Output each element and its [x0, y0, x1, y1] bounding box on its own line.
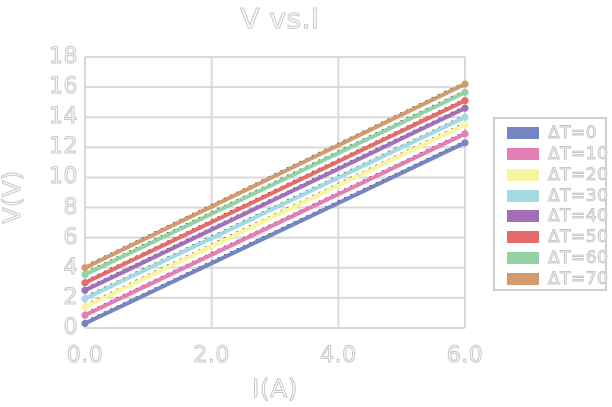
legend-item: ΔT=50	[507, 227, 609, 248]
legend-item: ΔT=40	[507, 206, 609, 227]
legend-swatch	[507, 272, 539, 285]
series-marker-dt70	[461, 80, 469, 88]
legend-item: ΔT=30	[507, 185, 609, 206]
series-line-dt60	[83, 90, 467, 277]
y-tick-label: 4	[63, 254, 78, 280]
legend-swatch	[507, 210, 539, 223]
series-line-dt10	[83, 131, 467, 318]
legend-item: ΔT=0	[507, 123, 605, 144]
y-tick-label: 6	[63, 224, 78, 250]
series-marker-dt0	[461, 139, 469, 147]
legend-item: ΔT=10	[507, 144, 609, 165]
chart-title: V vs.I	[240, 2, 320, 36]
legend-label: ΔT=40	[547, 206, 609, 227]
legend: ΔT=0 ΔT=10 ΔT=20 ΔT=30 ΔT=40 ΔT=50 ΔT=60 ΔT=70	[493, 117, 609, 291]
y-tick-label: 18	[49, 44, 79, 70]
legend-item: ΔT=20	[507, 164, 609, 185]
x-tick-label: 6.0	[446, 343, 484, 369]
x-tick-label: 4.0	[320, 343, 357, 369]
y-tick-label: 0	[63, 315, 78, 341]
series-line-dt30	[83, 115, 467, 301]
series-line-dt0	[83, 140, 467, 326]
x-tick-label: 0.0	[66, 343, 104, 369]
series-marker-dt60	[81, 270, 89, 279]
legend-item: ΔT=70	[507, 268, 609, 289]
series-marker-dt30	[461, 113, 469, 121]
legend-label: ΔT=70	[547, 268, 609, 289]
y-tick-label: 12	[49, 134, 79, 160]
legend-label: ΔT=10	[547, 144, 609, 165]
series-marker-dt40	[461, 104, 469, 112]
series-line-dt70	[83, 82, 467, 270]
series-marker-dt60	[461, 88, 469, 96]
series-marker-dt10	[81, 311, 89, 319]
series-marker-dt20	[81, 303, 89, 311]
y-tick-label: 8	[63, 194, 78, 220]
series-marker-dt10	[461, 130, 469, 138]
y-tick-label: 10	[49, 164, 79, 190]
x-axis-title: I(A)	[252, 374, 298, 404]
legend-swatch	[507, 127, 539, 140]
series-marker-dt30	[81, 295, 89, 303]
legend-swatch	[507, 231, 539, 244]
x-tick-label: 2.0	[193, 343, 230, 369]
legend-label: ΔT=50	[547, 227, 609, 248]
series-line-dt20	[83, 122, 467, 309]
legend-swatch	[507, 148, 539, 161]
legend-swatch	[507, 189, 539, 202]
legend-label: ΔT=60	[547, 247, 609, 268]
series-line-dt40	[83, 106, 467, 293]
legend-item: ΔT=60	[507, 247, 609, 268]
legend-swatch	[507, 168, 539, 181]
series-line-dt50	[83, 98, 467, 285]
series-marker-dt70	[81, 264, 89, 272]
y-tick-label: 2	[63, 284, 78, 310]
series-marker-dt0	[81, 319, 89, 328]
legend-label: ΔT=20	[547, 164, 609, 185]
legend-label: ΔT=0	[547, 123, 598, 144]
series-marker-dt50	[461, 97, 469, 105]
y-tick-label: 16	[49, 74, 79, 100]
series-marker-dt50	[81, 279, 89, 287]
y-tick-label: 14	[49, 104, 79, 130]
legend-label: ΔT=30	[547, 185, 609, 206]
series-marker-dt40	[81, 286, 89, 294]
series-marker-dt20	[461, 121, 469, 129]
legend-swatch	[507, 251, 539, 264]
